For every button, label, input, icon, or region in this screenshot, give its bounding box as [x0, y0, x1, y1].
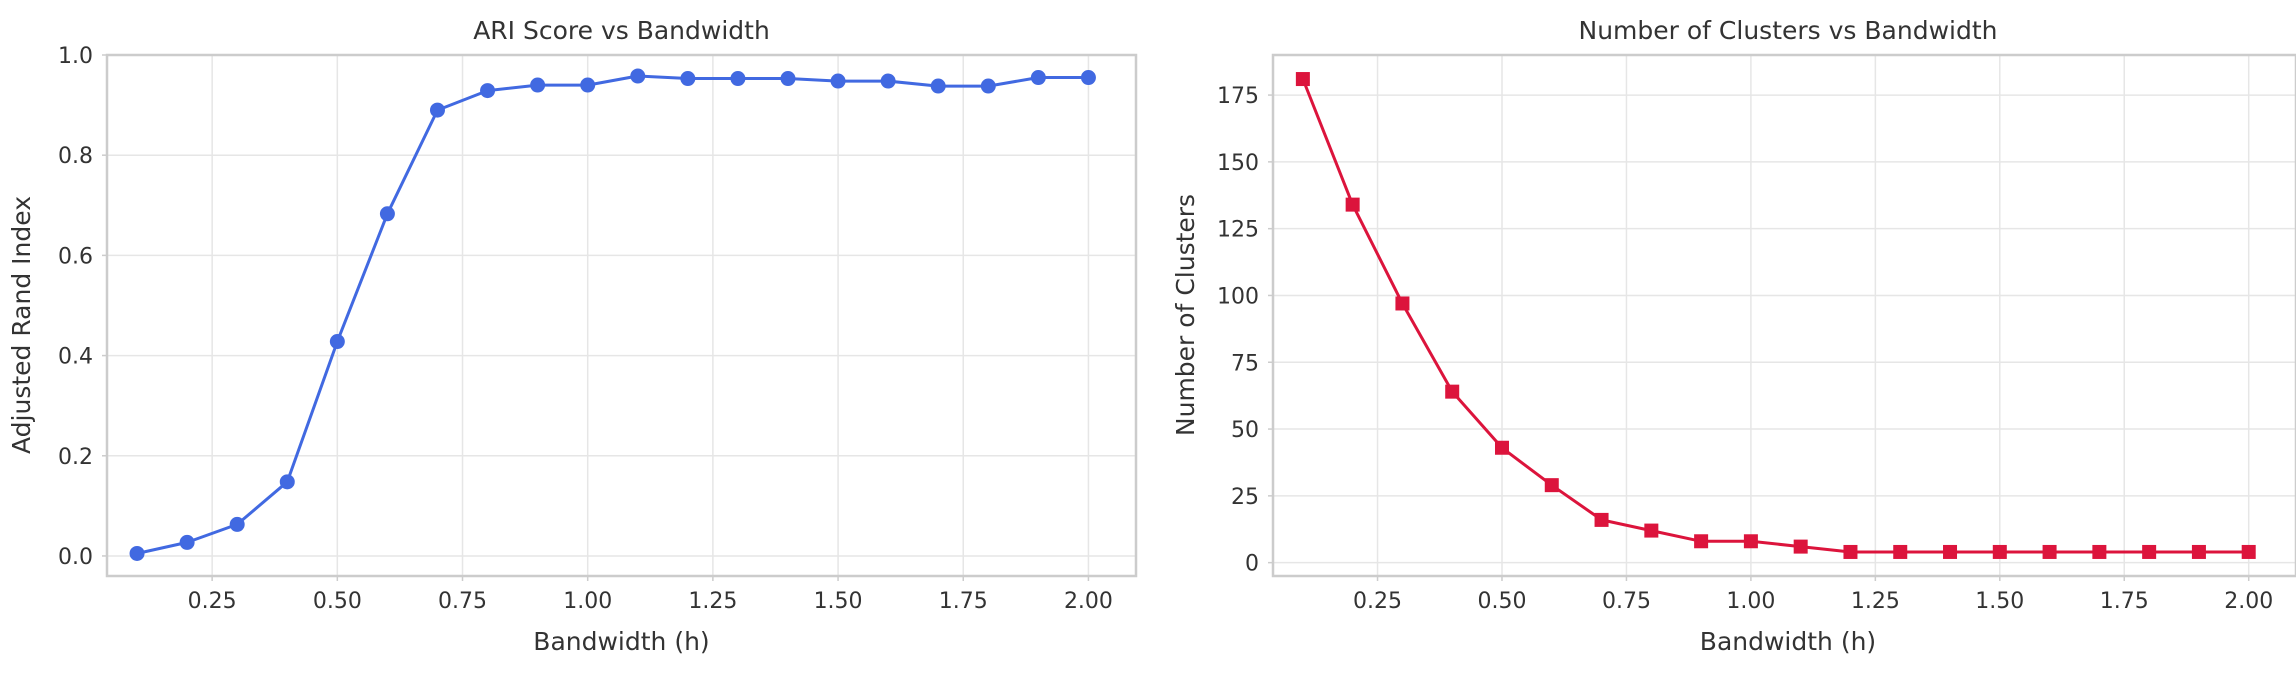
ari-x-tick-label: 1.25: [688, 589, 737, 614]
clusters-data-point: [1544, 478, 1559, 493]
ari-data-point: [279, 474, 295, 490]
clusters-data-point: [2191, 544, 2206, 559]
ari-y-tick-label: 1.0: [58, 44, 93, 69]
ari-data-point: [730, 71, 746, 87]
ari-x-tick-label: 2.00: [1064, 589, 1113, 614]
ari-y-tick-label: 0.0: [58, 545, 93, 570]
clusters-y-tick-label: 75: [1231, 351, 1259, 376]
clusters-y-tick-label: 150: [1217, 151, 1259, 176]
clusters-plot-area: 0.25 0.50 0.75 1.00 1.25 1.50 1.75 2.00 0 25 50 75 1…: [1217, 53, 2296, 614]
ari-data-point: [630, 68, 646, 84]
clusters-data-point: [2142, 544, 2157, 559]
ari-y-tick-label: 0.6: [58, 244, 93, 269]
clusters-y-tick-label: 125: [1217, 218, 1259, 243]
clusters-chart-panel: Number of Clusters vs Bandwidth Bandwidt…: [1171, 16, 2296, 656]
ari-chart-title: ARI Score vs Bandwidth: [473, 16, 770, 45]
ari-plot-area: 0.25 0.50 0.75 1.00 1.25 1.50 1.75 2.00 0.0 0.2 0.…: [58, 44, 1138, 614]
clusters-y-tick-label: 100: [1217, 284, 1259, 309]
clusters-data-point: [1943, 544, 1958, 559]
ari-data-point: [880, 73, 896, 89]
clusters-y-tick-label: 0: [1245, 552, 1259, 577]
ari-data-point: [580, 77, 596, 93]
clusters-data-point: [2241, 544, 2256, 559]
clusters-x-tick-label: 1.00: [1726, 589, 1775, 614]
clusters-x-tick-label: 0.50: [1478, 589, 1527, 614]
ari-x-tick-label: 1.50: [814, 589, 863, 614]
clusters-data-point: [1445, 384, 1460, 399]
clusters-x-axis-label: Bandwidth (h): [1700, 627, 1876, 656]
clusters-data-point: [1843, 544, 1858, 559]
ari-series-line: [136, 74, 1089, 555]
clusters-x-tick-label: 1.50: [1975, 589, 2024, 614]
ari-y-tick-label: 0.8: [58, 144, 93, 169]
clusters-y-tick-label: 25: [1231, 485, 1259, 510]
clusters-series-line: [1301, 78, 2249, 554]
ari-data-point: [830, 73, 846, 89]
ari-x-tick-label: 1.00: [563, 589, 612, 614]
ari-x-tick-label: 0.50: [313, 589, 362, 614]
ari-data-point: [329, 334, 345, 350]
clusters-x-tick-label: 2.00: [2224, 589, 2273, 614]
ari-x-tick-label: 0.25: [188, 589, 237, 614]
ari-y-tick-label: 0.2: [58, 445, 93, 470]
ari-data-point: [1030, 70, 1046, 86]
clusters-y-axis-label: Number of Clusters: [1171, 194, 1200, 436]
clusters-data-point: [2042, 544, 2057, 559]
ari-y-tick-label: 0.4: [58, 345, 93, 370]
clusters-x-tick-label: 1.25: [1851, 589, 1900, 614]
clusters-data-point: [1893, 544, 1908, 559]
ari-data-point: [1080, 70, 1096, 86]
clusters-chart-title: Number of Clusters vs Bandwidth: [1579, 16, 1998, 45]
ari-chart-panel: ARI Score vs Bandwidth Bandwidth (h) Adj…: [7, 16, 1138, 656]
clusters-axes-frame: [1271, 53, 2296, 578]
clusters-data-point: [1494, 440, 1509, 455]
ari-axes-frame: [105, 53, 1138, 578]
clusters-data-point: [1793, 539, 1808, 554]
ari-data-point: [179, 534, 195, 550]
ari-data-point: [530, 77, 546, 93]
clusters-data-point: [2092, 544, 2107, 559]
ari-data-point: [480, 83, 496, 99]
clusters-data-point: [1395, 296, 1410, 311]
clusters-x-tick-label: 0.25: [1353, 589, 1402, 614]
ari-y-axis-label: Adjusted Rand Index: [7, 196, 36, 454]
clusters-y-tick-label: 50: [1231, 418, 1259, 443]
ari-data-point: [930, 78, 946, 94]
ari-data-point: [980, 78, 996, 94]
clusters-y-tick-label: 175: [1217, 84, 1259, 109]
ari-data-point: [429, 102, 445, 118]
ari-x-tick-label: 1.75: [939, 589, 988, 614]
clusters-data-point: [1345, 197, 1360, 212]
clusters-data-point: [1694, 534, 1709, 549]
ari-x-axis-label: Bandwidth (h): [533, 627, 709, 656]
ari-data-point: [780, 71, 796, 87]
clusters-x-tick-label: 1.75: [2100, 589, 2149, 614]
clusters-data-point: [1295, 72, 1310, 87]
ari-data-point: [680, 71, 696, 87]
clusters-data-point: [1743, 534, 1758, 549]
ari-data-point: [379, 206, 395, 222]
ari-x-tick-label: 0.75: [438, 589, 487, 614]
clusters-data-point: [1992, 544, 2007, 559]
clusters-data-point: [1594, 512, 1609, 527]
ari-data-point: [129, 545, 145, 561]
clusters-data-point: [1644, 523, 1659, 538]
clusters-x-tick-label: 0.75: [1602, 589, 1651, 614]
ari-data-point: [229, 516, 245, 532]
